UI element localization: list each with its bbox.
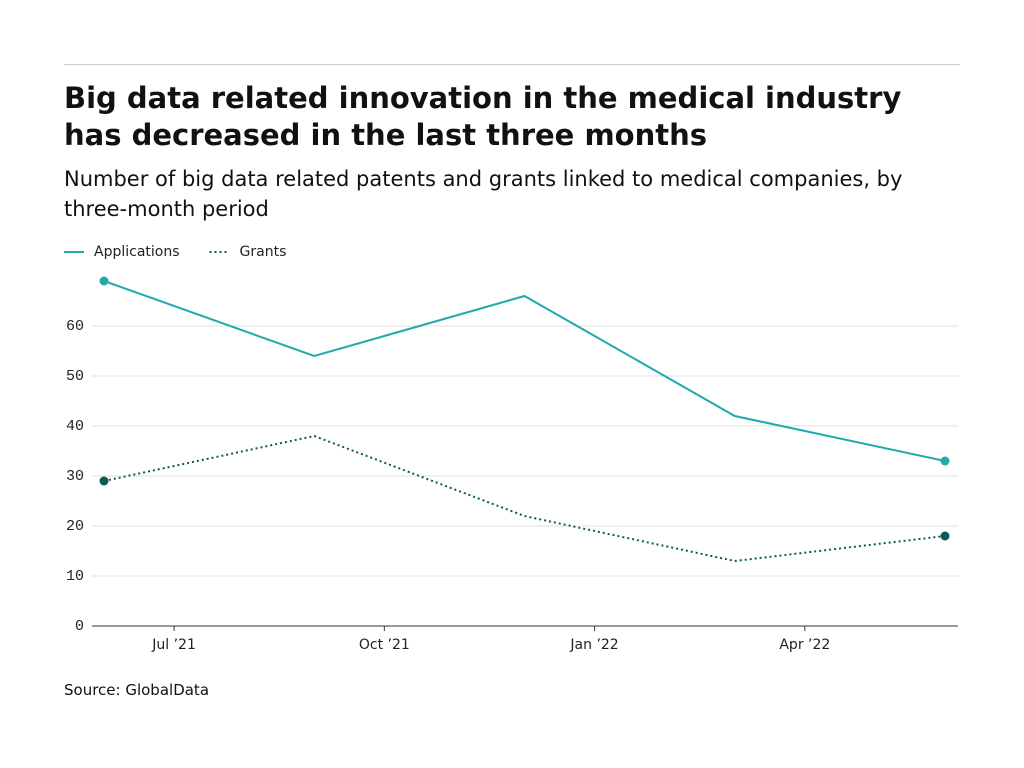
x-tick-label: Jan ’22	[569, 637, 618, 653]
x-tick-label: Jul ’21	[151, 637, 196, 653]
y-tick-label: 50	[66, 368, 84, 385]
x-tick-label: Oct ’21	[359, 637, 410, 653]
y-tick-label: 20	[66, 518, 84, 535]
source: Source: GlobalData	[64, 681, 210, 699]
x-tick-label: Apr ’22	[779, 637, 830, 653]
y-tick-label: 0	[75, 618, 84, 635]
end-marker	[940, 531, 950, 541]
data-line	[103, 280, 946, 462]
legend-label: Grants	[240, 244, 287, 260]
data-line	[103, 434, 946, 563]
y-tick-label: 40	[66, 418, 84, 435]
end-marker	[99, 476, 109, 486]
y-tick-label: 30	[66, 468, 84, 485]
y-tick-label: 60	[66, 318, 84, 335]
end-marker	[99, 276, 109, 286]
chart-subtitle: Number of big data related patents and g…	[64, 167, 903, 221]
legend-label: Applications	[94, 244, 180, 260]
y-tick-label: 10	[66, 568, 84, 585]
chart-title: Big data related innovation in the medic…	[64, 81, 902, 152]
end-marker	[940, 456, 950, 466]
